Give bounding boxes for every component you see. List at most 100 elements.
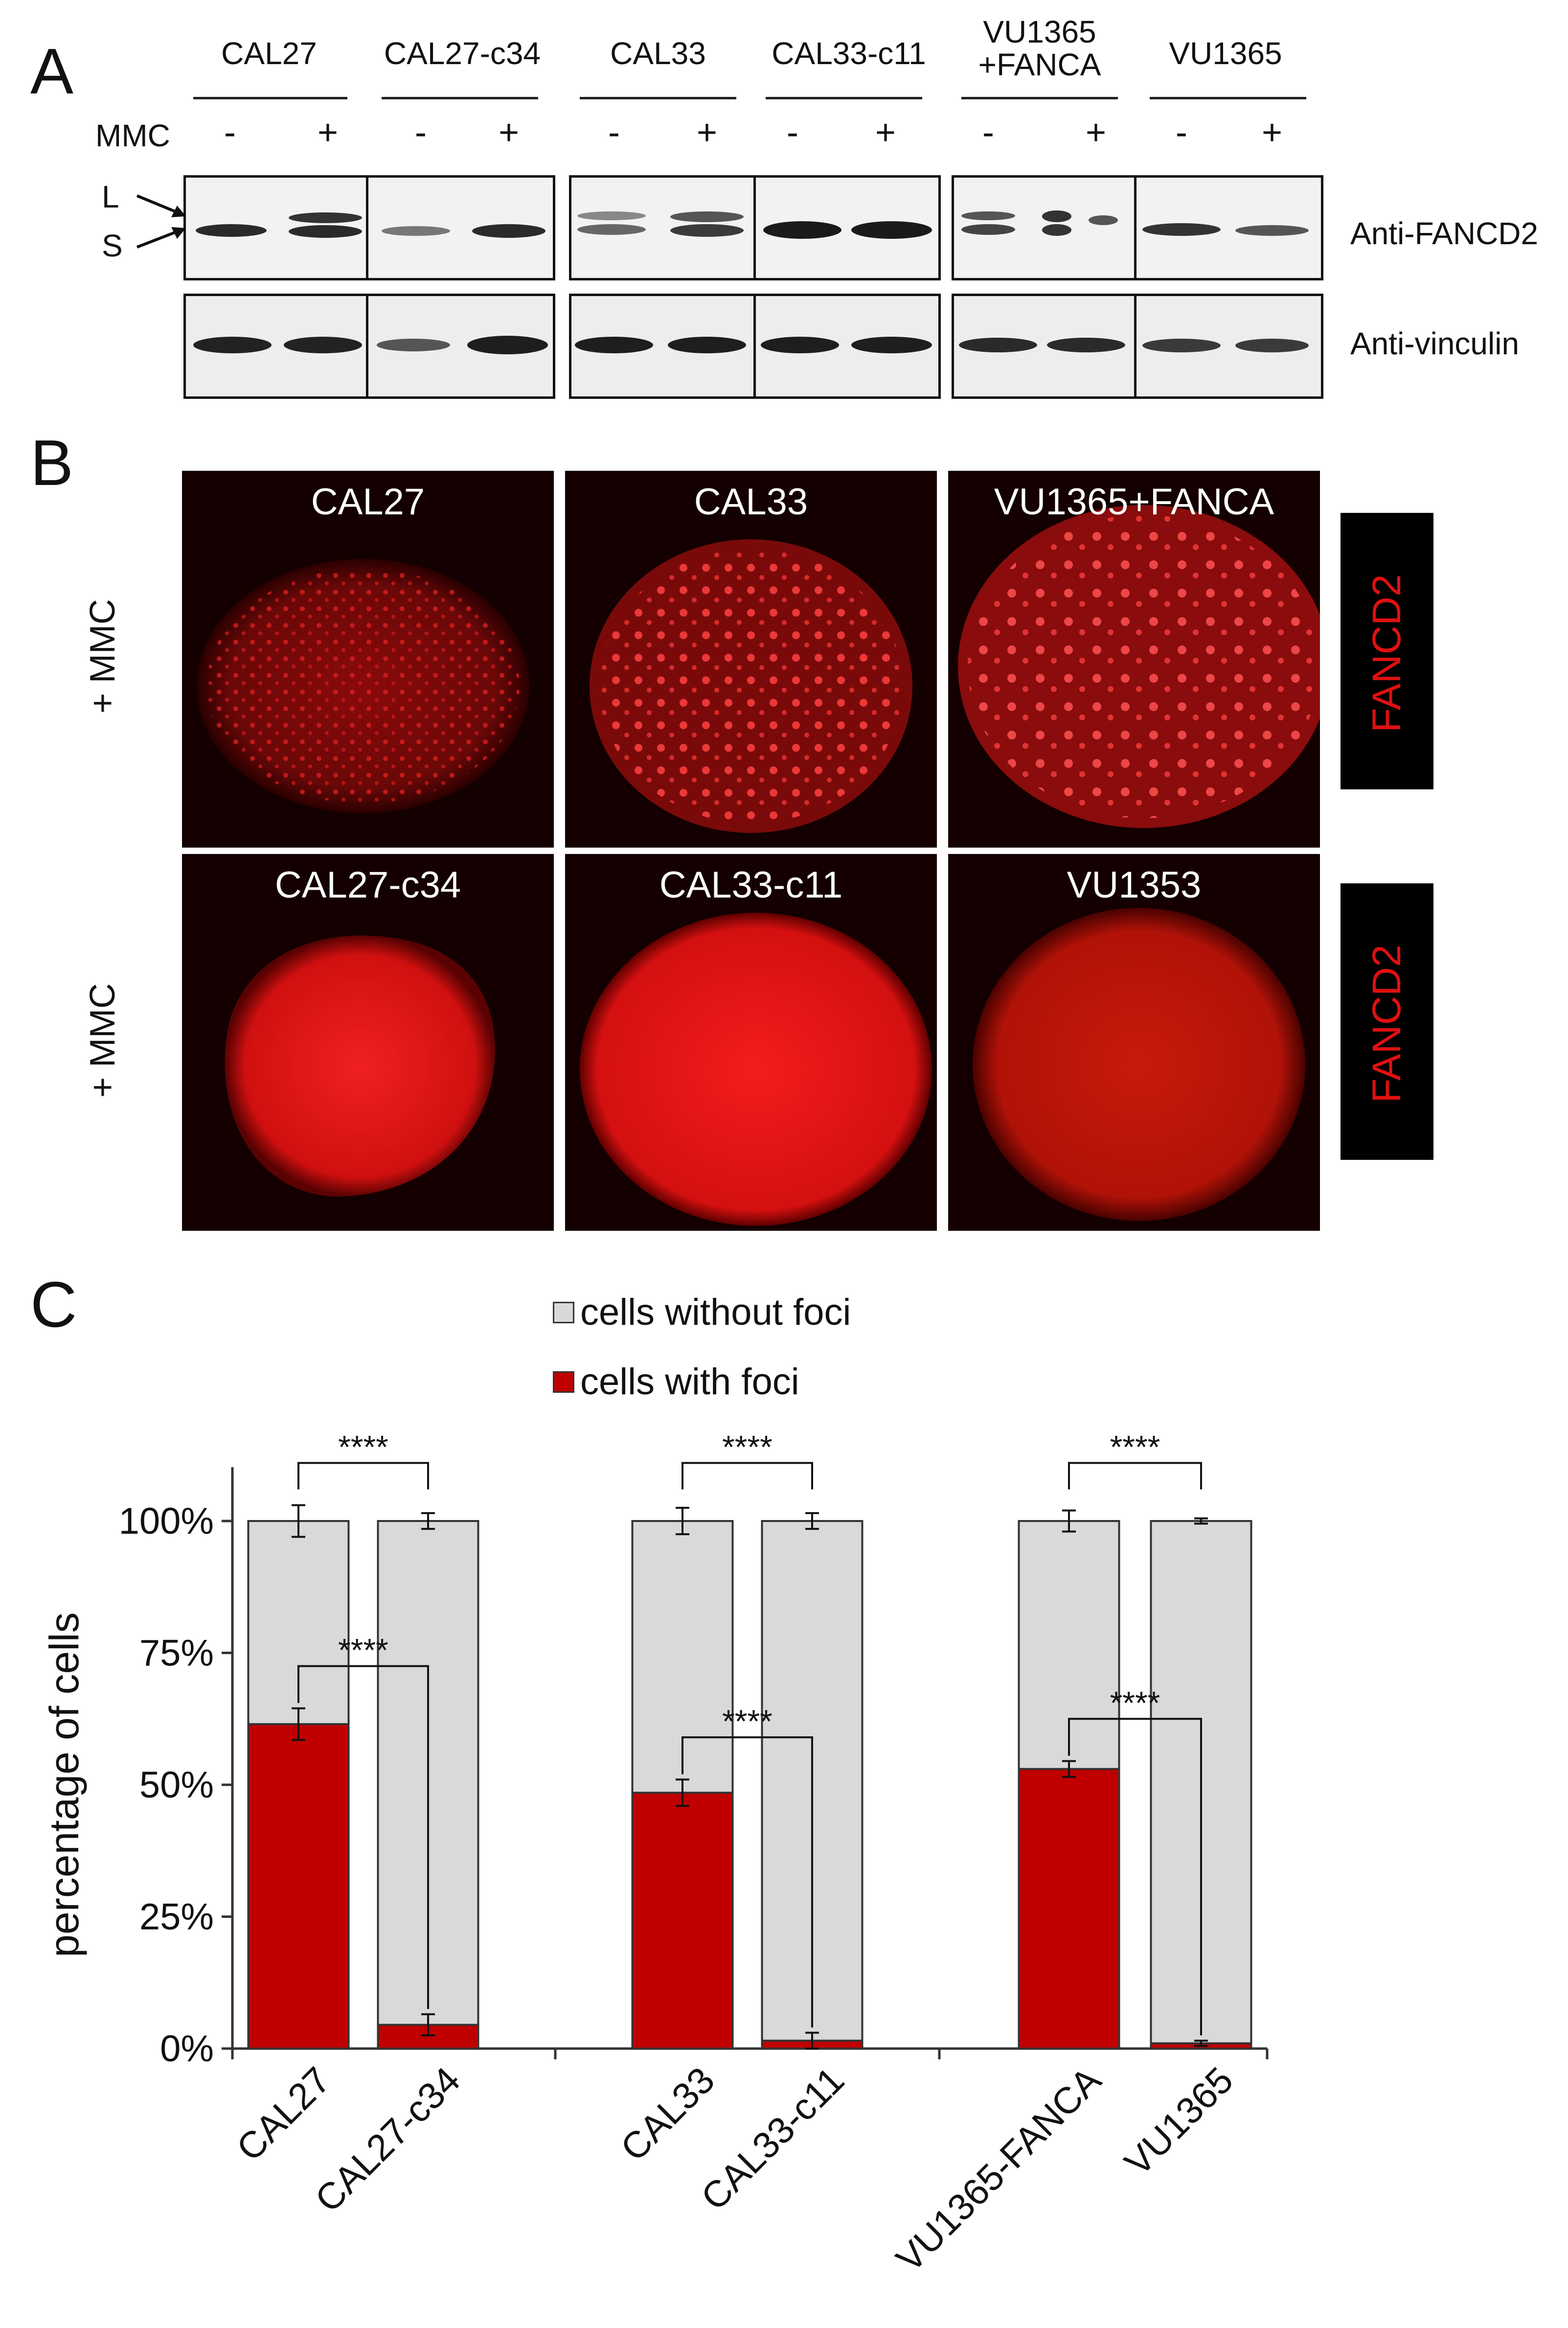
lane-underline — [1150, 97, 1306, 99]
lane-separator — [753, 294, 756, 399]
significance-bracket-foci — [297, 1665, 429, 2009]
blot-band — [289, 212, 362, 223]
lane-header-text: CAL33-c11 — [772, 36, 926, 71]
micrograph-label: CAL27-c34 — [274, 864, 461, 906]
blot-band — [1235, 339, 1309, 352]
mmc-label: MMC — [95, 118, 170, 153]
lane-underline — [961, 97, 1118, 99]
lane-underline — [382, 97, 538, 99]
stain-label-box: FANCD2 — [1341, 513, 1433, 789]
lane-header-vu1365: VU1365 — [1147, 37, 1304, 70]
micrograph-label: CAL33-c11 — [659, 864, 843, 906]
legend-item-with-foci: cells with foci — [553, 1360, 799, 1403]
x-category-label: VU1365-FANCA — [888, 2059, 1110, 2281]
blot-band — [1235, 225, 1309, 236]
micrograph-vu1353: VU1353 — [948, 854, 1320, 1231]
bar-with-foci — [1018, 1768, 1120, 2050]
lane-header-text: VU1365 — [1169, 36, 1282, 71]
lane-header-text: VU1365 — [983, 14, 1096, 49]
blot-band — [377, 339, 450, 351]
blot-band — [763, 221, 841, 239]
x-category-label: VU1365 — [1117, 2059, 1241, 2184]
lane-header-text: CAL33 — [610, 36, 706, 71]
bar-with-foci — [631, 1792, 734, 2050]
micrograph-cal33: CAL33 — [565, 471, 937, 848]
mmc-sign: - — [1176, 113, 1187, 152]
panel-c-letter: C — [30, 1268, 77, 1340]
blot-band — [289, 225, 362, 238]
blot-band — [577, 211, 646, 220]
significance-label: **** — [722, 1703, 773, 1739]
band-label-long: L — [102, 179, 119, 214]
mmc-sign: + — [1261, 113, 1283, 152]
blot-band — [575, 337, 653, 353]
x-category-label: CAL33-c11 — [693, 2059, 852, 2218]
row-label-mmc: + MMC — [83, 983, 122, 1098]
blot-label-vinculin: Anti-vinculin — [1350, 326, 1520, 361]
lane-header-text-line2: +FANCA — [978, 47, 1101, 83]
significance-bracket-foci — [1068, 1718, 1202, 2036]
mmc-sign: - — [608, 113, 620, 152]
bar-with-foci — [247, 1723, 350, 2050]
blot-band — [472, 224, 545, 238]
y-tick-label: 100% — [119, 1500, 214, 1542]
legend-label: cells with foci — [580, 1361, 799, 1403]
lane-separator — [366, 294, 368, 399]
stain-label: FANCD2 — [1364, 574, 1409, 733]
row-label-mmc: + MMC — [83, 599, 122, 714]
blot-band — [577, 224, 646, 235]
blot-band — [1089, 215, 1118, 225]
nucleus-diffuse — [580, 913, 932, 1226]
legend-swatch — [553, 1301, 574, 1323]
blot-label-fancd2: Anti-FANCD2 — [1350, 216, 1539, 251]
nucleus-diffuse — [973, 908, 1305, 1221]
blot-band — [851, 337, 932, 353]
stacked-bar-chart: 0% 25% 50% 75% 100% percentage of cells CAL27 C… — [41, 1429, 1269, 2281]
micrograph-label: CAL27 — [311, 481, 425, 523]
micrograph-cal33-c11: CAL33-c11 — [565, 854, 937, 1231]
micrograph-label: VU1353 — [1067, 864, 1202, 906]
mmc-sign: + — [696, 113, 718, 152]
y-tick-label: 25% — [139, 1896, 214, 1938]
mmc-sign: - — [415, 113, 427, 152]
blot-band — [1042, 224, 1071, 236]
blot-band — [670, 224, 744, 237]
micrograph-label: VU1365+FANCA — [994, 481, 1274, 523]
stain-label-box: FANCD2 — [1341, 883, 1433, 1160]
mmc-sign: + — [317, 113, 339, 152]
lane-header-cal33: CAL33 — [580, 37, 736, 70]
lane-separator — [1134, 294, 1136, 399]
blot-band — [670, 211, 744, 222]
y-tick-label: 0% — [160, 2028, 214, 2070]
y-axis-label: percentage of cells — [41, 1612, 87, 1957]
lane-separator — [1134, 175, 1136, 280]
stain-label: FANCD2 — [1364, 945, 1409, 1103]
lane-underline — [766, 97, 922, 99]
blot-band — [382, 226, 450, 236]
mmc-sign: + — [1085, 113, 1107, 152]
blot-band — [467, 336, 548, 354]
lane-header-vu1365-fanca: VU1365 +FANCA — [956, 14, 1123, 83]
lane-underline — [580, 97, 736, 99]
significance-bracket-total — [1068, 1462, 1202, 1490]
micrograph-cal27-c34: CAL27-c34 — [182, 854, 554, 1231]
micrograph-label: CAL33 — [694, 481, 808, 523]
significance-label: **** — [338, 1429, 388, 1465]
blot-band — [196, 224, 267, 237]
blot-band — [1042, 210, 1071, 222]
significance-bracket-total — [682, 1462, 813, 1490]
micrograph-cal27: CAL27 — [182, 471, 554, 848]
nucleus-with-foci — [958, 505, 1320, 828]
blot-band — [961, 224, 1015, 235]
y-tick-label: 50% — [139, 1764, 214, 1806]
blot-band — [1142, 339, 1221, 352]
panel-a-letter: A — [30, 35, 74, 107]
legend-label: cells without foci — [580, 1291, 851, 1333]
lane-header-text: CAL27 — [221, 36, 317, 71]
micrograph-vu1365-fanca: VU1365+FANCA — [948, 471, 1320, 848]
blot-band — [668, 337, 746, 353]
nucleus-with-foci — [197, 559, 529, 813]
mmc-sign: - — [224, 113, 236, 152]
lane-header-cal27: CAL27 — [191, 37, 347, 70]
mmc-sign: - — [787, 113, 798, 152]
